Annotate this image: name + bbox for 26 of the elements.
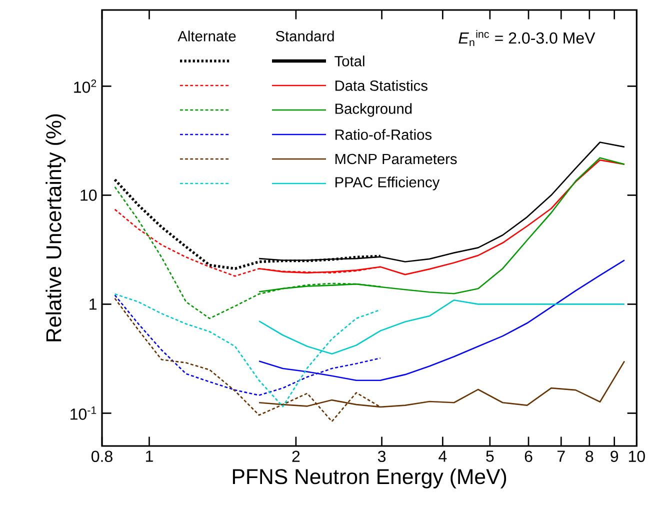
x-tick-label: 10 xyxy=(628,450,645,462)
y-tick-label: 10 xyxy=(80,190,97,201)
legend-label: Data Statistics xyxy=(335,80,428,91)
x-tick-label: 4 xyxy=(438,450,447,462)
x-tick-label: 6 xyxy=(524,450,532,462)
x-tick-label: 9 xyxy=(610,450,618,462)
x-tick-label: 3 xyxy=(378,450,386,462)
x-tick-label: 7 xyxy=(558,450,565,462)
annotation: Alternate xyxy=(178,30,236,42)
y-tick-label: 10$^{2}$ xyxy=(74,79,96,93)
legend-label: PPAC Efficiency xyxy=(335,176,440,190)
legend-label: Total xyxy=(334,56,364,66)
legend-label: MCNP Parameters xyxy=(335,154,457,164)
x-tick-label: 2 xyxy=(292,450,300,462)
x-axis-title: PFNS Neutron Energy (MeV) xyxy=(232,468,506,488)
legend-label: Background xyxy=(335,103,412,117)
x-tick-label: 0.8 xyxy=(92,450,112,462)
y-tick-label: 10$^{-1}$ xyxy=(70,406,96,420)
legend-label: Ratio-of-Ratios xyxy=(335,129,432,140)
y-axis-title: Relative Uncertainty (%) xyxy=(46,114,66,342)
annotation: E$_{n}$$^{inc}$ = 2.0-3.0 MeV xyxy=(458,30,596,46)
x-tick-label: 8 xyxy=(586,450,594,462)
x-tick-label: 5 xyxy=(486,450,494,462)
x-tick-label: 1 xyxy=(146,450,153,462)
y-tick-label: 1 xyxy=(90,298,97,310)
annotation: Standard xyxy=(276,30,334,42)
